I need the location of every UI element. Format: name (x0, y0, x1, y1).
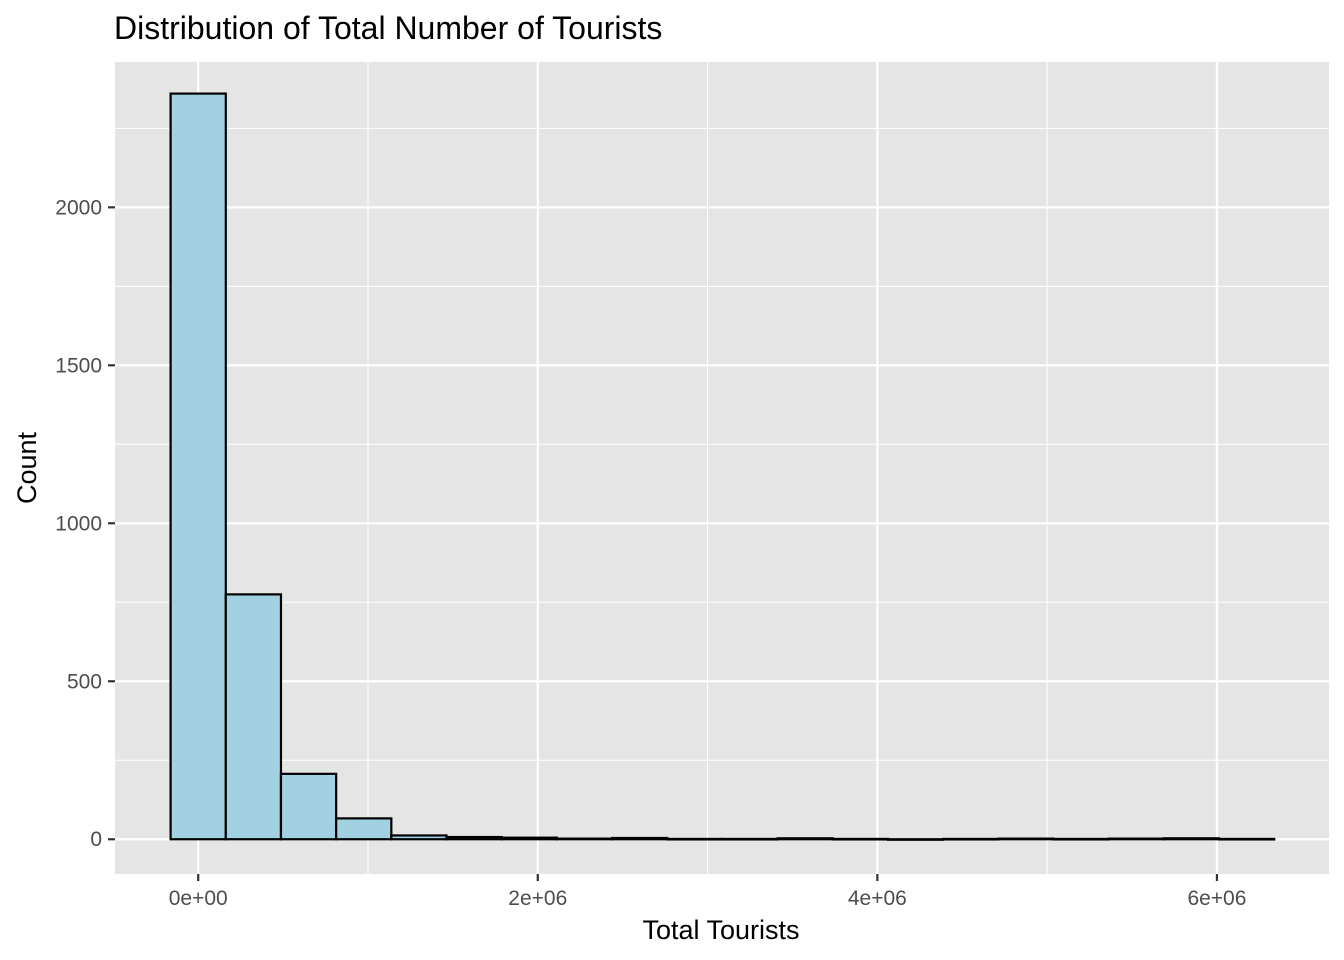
histogram-bar (776, 837, 834, 841)
histogram-bar (831, 837, 890, 841)
histogram-bar (1107, 837, 1165, 841)
histogram-bar (942, 837, 1000, 841)
x-tick-label: 6e+06 (1187, 887, 1246, 910)
x-axis-title: Total Tourists (642, 915, 799, 945)
x-axis: 0e+00 2e+06 4e+06 6e+06 (169, 874, 1246, 910)
chart-title: Distribution of Total Number of Tourists (114, 10, 662, 46)
y-tick-label: 1000 (55, 512, 102, 535)
histogram-bar (997, 837, 1055, 841)
histogram-bar (666, 837, 724, 841)
y-axis: 0 500 1000 1500 2000 (55, 196, 115, 851)
histogram-bar (1052, 837, 1110, 841)
histogram-bar (445, 835, 503, 841)
histogram-bar (335, 817, 393, 841)
histogram-bar (1217, 837, 1276, 841)
x-tick-label: 4e+06 (848, 887, 907, 910)
y-axis-title: Count (12, 431, 42, 504)
x-tick-label: 2e+06 (508, 887, 567, 910)
histogram-bar (610, 836, 669, 841)
histogram-bar (390, 834, 448, 841)
histogram-bar (169, 92, 227, 841)
y-tick-label: 1500 (55, 354, 102, 377)
histogram-bar (555, 837, 614, 841)
y-tick-label: 0 (90, 828, 102, 851)
y-tick-label: 500 (67, 670, 102, 693)
y-tick-label: 2000 (55, 196, 102, 219)
histogram-bar (500, 836, 558, 841)
histogram-bar (1162, 837, 1221, 841)
histogram-bars (169, 92, 1276, 841)
histogram-bar (721, 837, 779, 841)
histogram-bar (279, 772, 338, 841)
x-tick-label: 0e+00 (169, 887, 228, 910)
minor-gridlines (115, 62, 1329, 874)
histogram-bar (886, 838, 945, 841)
plot-panel (115, 62, 1329, 874)
histogram-bar (224, 593, 283, 841)
